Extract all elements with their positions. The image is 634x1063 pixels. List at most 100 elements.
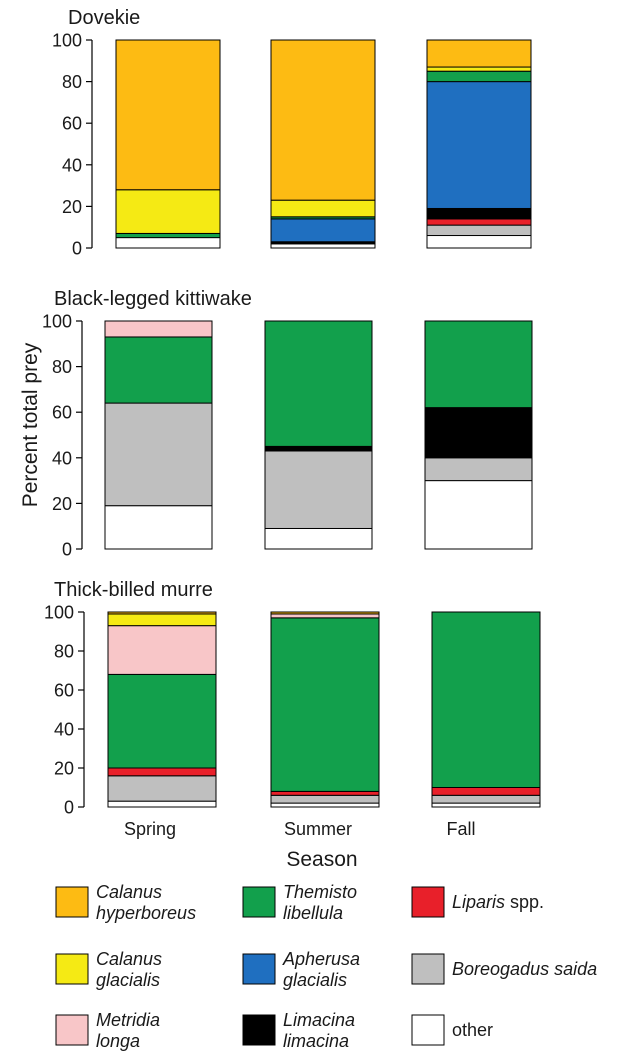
y-tick-label: 60 bbox=[62, 114, 82, 134]
segment-themisto-libellula bbox=[431, 611, 541, 788]
y-tick-label: 80 bbox=[54, 642, 74, 662]
legend-label-line2: longa bbox=[96, 1031, 140, 1051]
y-tick-label: 0 bbox=[72, 239, 82, 259]
segment-calanus-hyperboreus bbox=[426, 39, 532, 68]
segment-boreogadus-saida bbox=[426, 224, 532, 237]
segment-themisto-libellula bbox=[426, 70, 532, 83]
x-tick-label-summer: Summer bbox=[284, 819, 352, 839]
segment-boreogadus-saida bbox=[104, 402, 213, 507]
legend-label-line2: glacialis bbox=[283, 970, 347, 990]
legend-label: Metridia bbox=[96, 1010, 160, 1030]
y-tick-label: 0 bbox=[64, 798, 74, 818]
segment-other bbox=[424, 480, 533, 550]
segment-liparis-spp bbox=[107, 767, 217, 777]
y-tick-label: 40 bbox=[62, 155, 82, 175]
legend-item-other: other bbox=[411, 1014, 493, 1046]
segment-themisto-libellula bbox=[264, 320, 373, 447]
y-tick-label: 80 bbox=[52, 357, 72, 377]
segment-metridia-longa bbox=[104, 320, 213, 338]
segment-boreogadus-saida bbox=[264, 450, 373, 529]
legend-label-line2: libellula bbox=[283, 903, 343, 923]
legend-swatch bbox=[411, 953, 445, 985]
legend-label: Boreogadus saida bbox=[452, 959, 597, 979]
y-tick-label: 40 bbox=[54, 720, 74, 740]
y-tick-label: 60 bbox=[52, 403, 72, 423]
legend-swatch bbox=[242, 953, 276, 985]
segment-other bbox=[431, 802, 541, 808]
legend-label: Apherusa bbox=[282, 949, 360, 969]
bar-summer bbox=[270, 39, 376, 249]
segment-boreogadus-saida bbox=[270, 794, 380, 804]
panel-title: Dovekie bbox=[68, 7, 140, 29]
segment-boreogadus-saida bbox=[424, 457, 533, 482]
bar-fall bbox=[424, 320, 533, 550]
x-axis-label: Season bbox=[286, 848, 357, 871]
legend-label: other bbox=[452, 1020, 493, 1040]
legend-swatch bbox=[411, 886, 445, 918]
y-tick-label: 80 bbox=[62, 72, 82, 92]
segment-other bbox=[104, 505, 213, 550]
segment-liparis-spp bbox=[431, 787, 541, 796]
segment-other bbox=[115, 237, 221, 249]
segment-calanus-hyperboreus bbox=[115, 39, 221, 191]
bar-spring bbox=[115, 39, 221, 249]
y-axis-label: Percent total prey bbox=[19, 342, 42, 507]
legend-label: Themisto bbox=[283, 882, 357, 902]
segment-metridia-longa bbox=[270, 613, 380, 619]
legend-swatch bbox=[55, 953, 89, 985]
y-tick-label: 100 bbox=[44, 603, 74, 623]
panel-thick-billed-murre: Thick-billed murre 0 20 40 60 80 100 bbox=[44, 579, 541, 818]
segment-other bbox=[426, 235, 532, 249]
legend-label-line2: limacina bbox=[283, 1031, 349, 1051]
segment-liparis-spp bbox=[426, 218, 532, 226]
segment-liparis-spp bbox=[270, 790, 380, 796]
segment-calanus-hyperboreus bbox=[270, 39, 376, 201]
y-tick-label: 100 bbox=[42, 312, 72, 332]
bar-summer bbox=[264, 320, 373, 550]
legend-swatch bbox=[411, 1014, 445, 1046]
bar-fall bbox=[426, 39, 532, 249]
segment-limacina-limacina bbox=[424, 407, 533, 459]
segment-themisto-libellula bbox=[424, 320, 533, 409]
segment-boreogadus-saida bbox=[107, 775, 217, 802]
segment-calanus-hyperboreus bbox=[270, 611, 380, 615]
legend-label: Calanus bbox=[96, 882, 162, 902]
panel-title: Thick-billed murre bbox=[54, 579, 213, 601]
legend-item-liparis-spp: Liparis spp. bbox=[411, 886, 544, 918]
segment-apherusa-glacialis bbox=[270, 218, 376, 243]
y-tick-label: 20 bbox=[52, 494, 72, 514]
y-tick-label: 0 bbox=[62, 540, 72, 560]
segment-boreogadus-saida bbox=[431, 794, 541, 804]
legend-label: Calanus bbox=[96, 949, 162, 969]
legend-label: Liparis spp. bbox=[452, 892, 544, 912]
bar-spring bbox=[104, 320, 213, 550]
segment-themisto-libellula bbox=[104, 336, 213, 404]
x-tick-label-fall: Fall bbox=[446, 819, 475, 839]
y-tick-label: 60 bbox=[54, 681, 74, 701]
legend-swatch bbox=[55, 886, 89, 918]
segment-limacina-limacina bbox=[264, 445, 373, 452]
segment-calanus-glacialis bbox=[107, 613, 217, 627]
segment-themisto-libellula bbox=[107, 673, 217, 769]
legend-swatch bbox=[242, 1014, 276, 1046]
y-tick-label: 100 bbox=[52, 31, 82, 51]
bar-fall bbox=[431, 611, 541, 808]
segment-calanus-glacialis bbox=[115, 189, 221, 234]
segment-metridia-longa bbox=[107, 625, 217, 675]
legend-swatch bbox=[55, 1014, 89, 1046]
legend-swatch bbox=[242, 886, 276, 918]
segment-calanus-glacialis bbox=[426, 66, 532, 72]
segment-limacina-limacina bbox=[426, 207, 532, 220]
legend-label: Limacina bbox=[283, 1010, 355, 1030]
segment-other bbox=[270, 243, 376, 249]
segment-other bbox=[107, 800, 217, 808]
x-tick-label-spring: Spring bbox=[124, 819, 176, 839]
segment-calanus-hyperboreus bbox=[107, 611, 217, 615]
